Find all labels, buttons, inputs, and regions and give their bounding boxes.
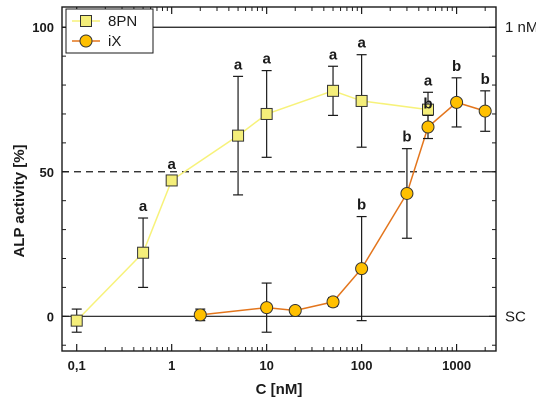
y-tick-label: 0 (47, 309, 54, 324)
data-point-8PN (327, 84, 340, 97)
y-axis-title: ALP activity [%] (11, 144, 28, 257)
significance-label: b (357, 197, 366, 214)
y-tick-label: 100 (32, 20, 54, 35)
significance-label: b (481, 71, 490, 88)
legend-label: iX (108, 33, 121, 50)
data-point-iX (450, 95, 464, 109)
y-tick-label: 50 (40, 165, 54, 180)
significance-label: b (402, 129, 411, 146)
legend-marker-iX (79, 34, 93, 48)
data-point-iX (478, 104, 492, 118)
significance-label: a (139, 198, 148, 215)
significance-label: a (234, 56, 243, 73)
data-point-iX (260, 301, 274, 315)
reference-line-label: SC (505, 308, 526, 325)
data-point-iX (288, 304, 302, 318)
data-point-iX (326, 295, 340, 309)
data-point-iX (400, 186, 414, 200)
significance-label: a (168, 156, 177, 173)
x-tick-label: 0,1 (68, 358, 86, 373)
significance-label: a (424, 72, 433, 89)
plot-frame (61, 6, 497, 352)
x-tick-label: 10 (259, 358, 273, 373)
significance-label: b (452, 58, 461, 75)
data-point-8PN (137, 246, 150, 259)
data-point-8PN (70, 314, 83, 327)
x-axis-title: C [nM] (256, 381, 303, 398)
significance-label: a (357, 35, 366, 52)
data-point-8PN (260, 107, 273, 120)
significance-label: a (329, 46, 338, 63)
data-point-iX (355, 262, 369, 276)
legend-marker-8PN (80, 15, 92, 27)
significance-label: a (262, 51, 271, 68)
series-line-8PN (76, 90, 429, 322)
reference-line-label: 1 nM E2 (505, 19, 536, 36)
x-tick-label: 1000 (442, 358, 471, 373)
legend-label: 8PN (108, 13, 137, 30)
data-point-iX (193, 308, 207, 322)
significance-label: b (423, 95, 432, 112)
data-point-8PN (165, 174, 178, 187)
data-point-8PN (355, 94, 368, 107)
data-point-8PN (232, 129, 245, 142)
x-tick-label: 1 (168, 358, 175, 373)
data-point-iX (421, 120, 435, 134)
x-tick-label: 100 (351, 358, 373, 373)
